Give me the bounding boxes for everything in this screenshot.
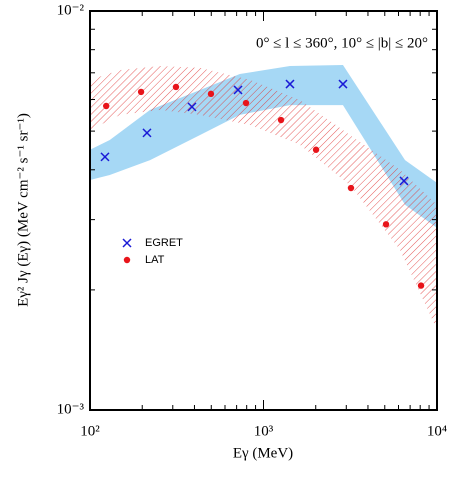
point-stroke — [285, 79, 295, 89]
point-stroke — [142, 128, 152, 138]
point-stroke — [233, 85, 243, 95]
point — [338, 79, 348, 89]
legend-label: LAT — [145, 254, 165, 266]
point-stroke — [399, 176, 409, 186]
point-stroke — [187, 102, 197, 112]
point — [347, 184, 355, 192]
point-stroke — [122, 238, 132, 248]
point — [312, 146, 320, 153]
legend-swatch — [123, 256, 131, 264]
point — [103, 102, 110, 110]
point — [382, 221, 390, 228]
x-axis-label: Eγ (MeV) — [233, 445, 293, 461]
legend-label: EGRET — [145, 237, 183, 249]
point — [207, 90, 215, 98]
legend-swatch — [122, 238, 132, 248]
point-stroke — [100, 152, 110, 162]
point — [137, 88, 145, 96]
x-tick-label: 10² — [80, 423, 100, 439]
point — [277, 116, 285, 124]
x-tick-label: 10⁴ — [427, 423, 447, 439]
x-tick-label: 10³ — [254, 423, 274, 439]
point — [399, 176, 409, 186]
y-tick-label: 10⁻² — [57, 2, 85, 18]
annotation: 0° ≤ l ≤ 360°, 10° ≤ |b| ≤ 20° — [256, 35, 428, 51]
band — [90, 66, 437, 330]
point — [285, 79, 295, 89]
point — [242, 99, 250, 107]
point — [172, 83, 180, 91]
point — [142, 128, 152, 138]
y-tick-label: 10⁻³ — [57, 401, 85, 417]
y-axis-label: Eγ² Jγ (Eγ) (MeV cm⁻² s⁻¹ sr⁻¹) — [15, 113, 31, 307]
point — [417, 282, 425, 289]
point — [187, 102, 197, 112]
point — [233, 85, 243, 95]
point-stroke — [338, 79, 348, 89]
point — [100, 152, 110, 162]
